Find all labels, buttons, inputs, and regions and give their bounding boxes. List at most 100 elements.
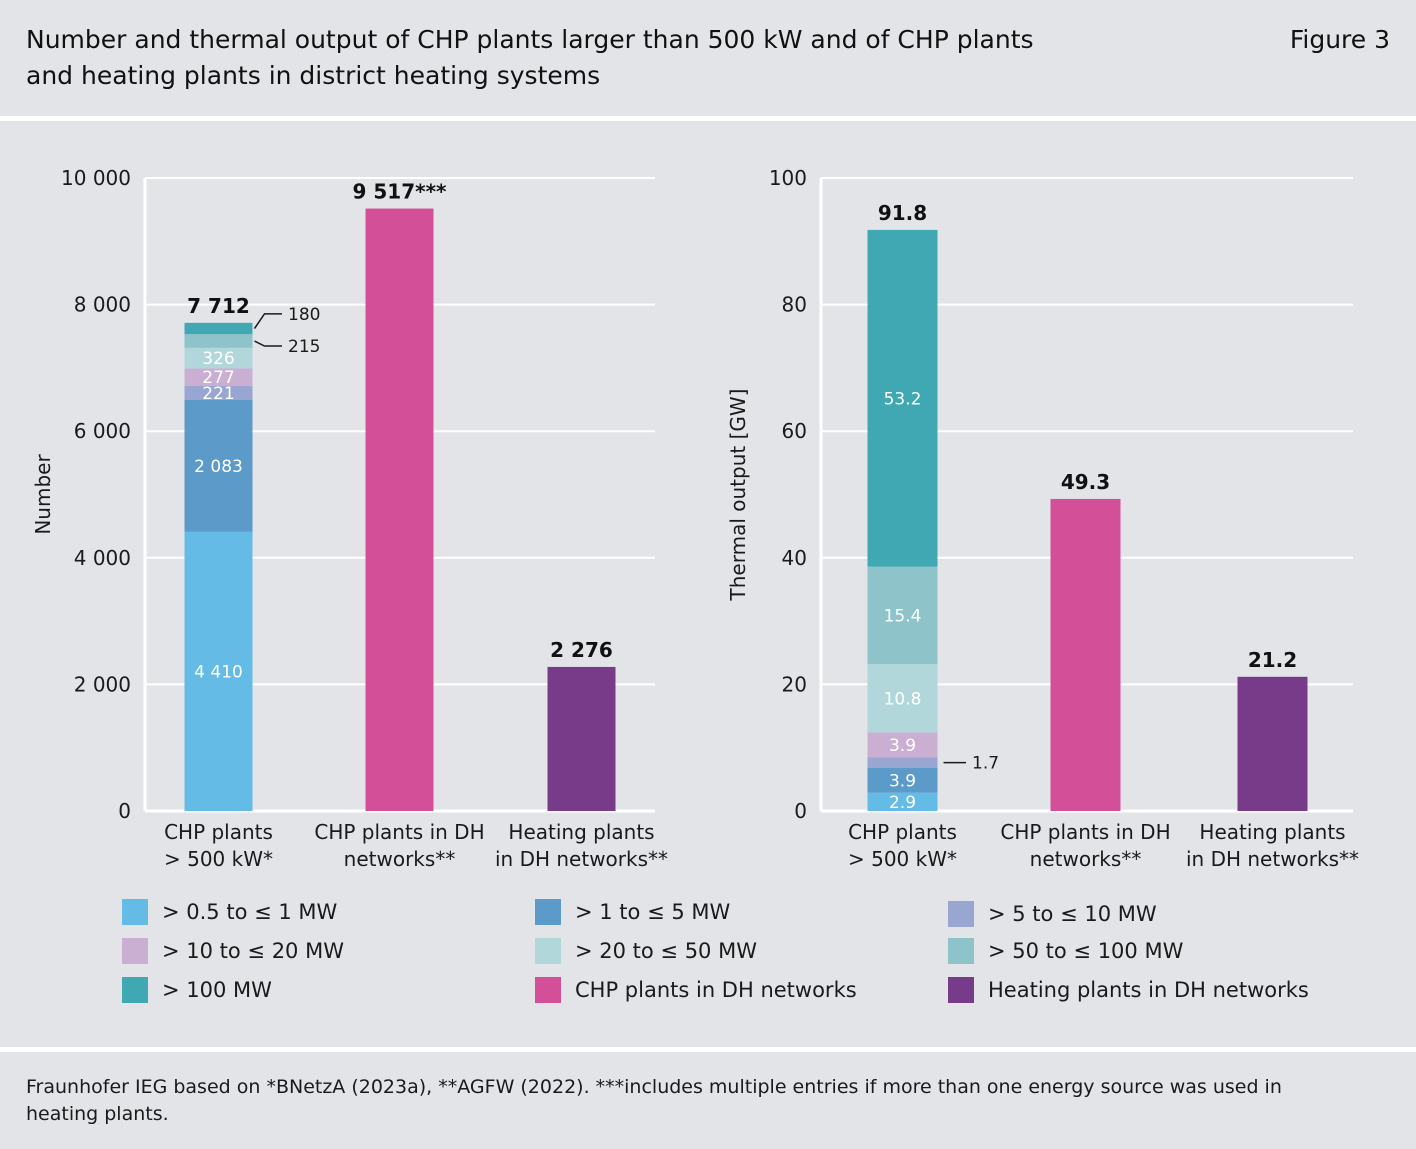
- footer-divider: [0, 1047, 1416, 1052]
- bar-segment-c4: [184, 368, 253, 387]
- bar-total-label: 91.8: [878, 201, 927, 225]
- segment-value-label: 326: [202, 349, 234, 369]
- x-category-label: CHP plants in DH: [314, 820, 484, 844]
- bar-segment-c6: [867, 566, 938, 665]
- bar-segment-chp_dh: [1050, 498, 1121, 811]
- x-category-label: CHP plants: [848, 820, 957, 844]
- legend-label: CHP plants in DH networks: [575, 978, 857, 1002]
- legend-swatch: [122, 899, 148, 925]
- y-tick-label: 100: [769, 166, 807, 190]
- x-category-label: in DH networks**: [1186, 847, 1359, 871]
- bar-segment-c2: [184, 399, 253, 532]
- legend-label: > 10 to ≤ 20 MW: [162, 939, 344, 963]
- bar-segment-c1: [184, 531, 253, 811]
- number-chart: 0 2 000 4 000 6 000 8 000 10 000 Number 4 410 2 …: [31, 166, 668, 871]
- charts-area: 0 2 000 4 000 6 000 8 000 10 000 Number 4 410 2 …: [0, 121, 1416, 1047]
- legend-item-c4: > 10 to ≤ 20 MW: [122, 937, 344, 965]
- x-category-label: networks**: [1030, 847, 1142, 871]
- legend-label: > 5 to ≤ 10 MW: [988, 902, 1157, 926]
- bar-segment-c5: [867, 664, 938, 733]
- x-category-label: > 500 kW*: [164, 847, 273, 871]
- x-category-label: CHP plants: [164, 820, 273, 844]
- legend-label: > 0.5 to ≤ 1 MW: [162, 900, 338, 924]
- segment-value-label: 3.9: [889, 771, 916, 791]
- bar-total-label: 2 276: [550, 638, 613, 662]
- legend-item-c7: > 100 MW: [122, 976, 272, 1004]
- y-tick-label: 0: [794, 799, 807, 823]
- y-tick-label: 40: [782, 546, 807, 570]
- y-tick-label: 10 000: [61, 166, 131, 190]
- segment-value-label: 4 410: [194, 662, 243, 682]
- legend-label: Heating plants in DH networks: [988, 978, 1309, 1002]
- segment-value-label: 10.8: [884, 689, 922, 709]
- segment-callout-label: 180: [288, 305, 320, 325]
- bar-segment-heat_dh: [1237, 676, 1308, 811]
- segment-callout-label: 215: [288, 337, 320, 357]
- x-category-label: > 500 kW*: [848, 847, 957, 871]
- x-category-label: Heating plants: [508, 820, 654, 844]
- bar-total-label: 21.2: [1248, 648, 1297, 672]
- x-category-label: Heating plants: [1199, 820, 1345, 844]
- y-tick-label: 2 000: [74, 672, 131, 696]
- segment-value-label: 3.9: [889, 736, 916, 756]
- legend-item-c2: > 1 to ≤ 5 MW: [535, 898, 730, 926]
- bar-segment-heat_dh: [547, 666, 616, 811]
- y-axis-title: Number: [31, 454, 55, 535]
- y-tick-label: 80: [782, 293, 807, 317]
- legend-swatch: [535, 938, 561, 964]
- figure-title: Number and thermal output of CHP plants …: [26, 25, 1034, 90]
- segment-value-label: 15.4: [884, 606, 922, 626]
- y-tick-label: 60: [782, 419, 807, 443]
- x-category-label: in DH networks**: [495, 847, 668, 871]
- bar-segment-c3: [184, 386, 253, 400]
- legend-label: > 100 MW: [162, 978, 272, 1002]
- segment-value-label: 277: [202, 368, 234, 388]
- bar-segment-c7: [867, 229, 938, 567]
- bar-segment-c2: [867, 767, 938, 793]
- legend-swatch: [122, 938, 148, 964]
- bar-segment-c5: [184, 347, 253, 369]
- x-category-label: networks**: [344, 847, 456, 871]
- bar-segment-c4: [867, 732, 938, 758]
- y-tick-label: 20: [782, 672, 807, 696]
- x-category-label: CHP plants in DH: [1000, 820, 1170, 844]
- legend-label: > 1 to ≤ 5 MW: [575, 900, 731, 924]
- segment-value-label: 2.9: [889, 793, 916, 813]
- legend-item-heat_dh: Heating plants in DH networks: [948, 976, 1309, 1004]
- y-tick-label: 0: [118, 799, 131, 823]
- bar-segment-c7: [184, 322, 253, 335]
- legend-swatch: [122, 977, 148, 1003]
- figure-number: Figure 3: [1289, 25, 1390, 54]
- bar-segment-chp_dh: [365, 208, 434, 811]
- bar-segment-c3: [867, 757, 938, 768]
- segment-value-label: 221: [202, 384, 234, 404]
- legend-item-c5: > 20 to ≤ 50 MW: [535, 937, 757, 965]
- bar-total-label: 7 712: [187, 294, 250, 318]
- legend: > 0.5 to ≤ 1 MW > 1 to ≤ 5 MW > 5 to ≤ 10 …: [0, 894, 1416, 1034]
- segment-value-label: 53.2: [884, 389, 922, 409]
- source-note: Fraunhofer IEG based on *BNetzA (2023a),…: [26, 1076, 1282, 1125]
- bar-segment-c1: [867, 792, 938, 811]
- callout-line: [253, 313, 282, 329]
- legend-item-c3: > 5 to ≤ 10 MW: [948, 900, 1157, 928]
- legend-item-c6: > 50 to ≤ 100 MW: [948, 937, 1183, 965]
- bar-segment-c6: [184, 334, 253, 348]
- legend-swatch: [948, 977, 974, 1003]
- figure-header: Number and thermal output of CHP plants …: [0, 0, 1416, 116]
- y-tick-label: 6 000: [74, 419, 131, 443]
- legend-label: > 50 to ≤ 100 MW: [988, 939, 1184, 963]
- header-divider: [0, 116, 1416, 121]
- legend-swatch: [535, 977, 561, 1003]
- bar-total-label: 9 517***: [352, 180, 447, 204]
- legend-swatch: [948, 901, 974, 927]
- legend-swatch: [948, 938, 974, 964]
- legend-item-chp_dh: CHP plants in DH networks: [535, 976, 857, 1004]
- callout-line: [254, 340, 282, 347]
- segment-callout-label: 1.7: [972, 754, 999, 774]
- legend-swatch: [535, 899, 561, 925]
- y-tick-label: 4 000: [74, 546, 131, 570]
- y-tick-label: 8 000: [74, 293, 131, 317]
- segment-value-label: 2 083: [194, 457, 243, 477]
- legend-item-c1: > 0.5 to ≤ 1 MW: [122, 898, 337, 926]
- y-axis-title: Thermal output [GW]: [726, 389, 750, 602]
